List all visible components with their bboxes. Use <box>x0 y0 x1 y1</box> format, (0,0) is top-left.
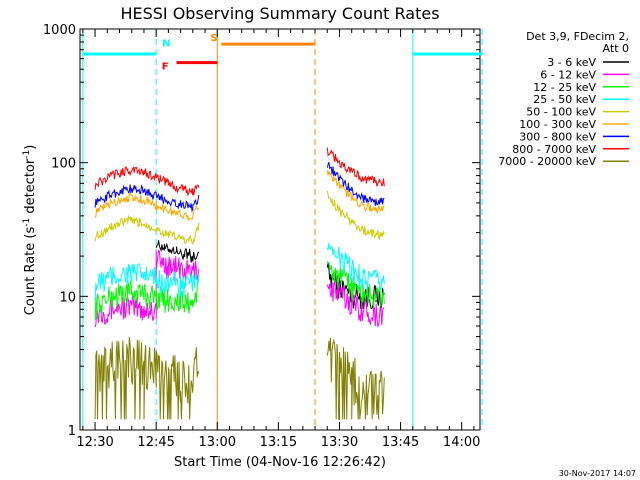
chart-title: HESSI Observing Summary Count Rates <box>120 4 439 23</box>
series-line <box>94 249 200 328</box>
y-label-mid: detector <box>23 158 38 218</box>
flag-label: N <box>162 39 170 50</box>
y-tick-label: 1000 <box>43 23 76 38</box>
legend-header: Att 0 <box>603 42 629 55</box>
x-tick-label: 13:00 <box>199 435 236 450</box>
series-line <box>155 240 200 263</box>
series-line <box>326 170 385 214</box>
x-tick-label: 12:45 <box>137 435 174 450</box>
series-line <box>326 190 385 240</box>
x-tick-label: 13:15 <box>260 435 297 450</box>
y-label-sup1: -1 <box>22 218 32 227</box>
status-flags: NF S <box>82 33 483 72</box>
legend-label: 800 - 7000 keV <box>512 143 596 156</box>
series-line <box>94 263 200 300</box>
legend-label: 6 - 12 keV <box>540 68 596 81</box>
series-line <box>94 275 200 320</box>
plot-frame <box>79 28 481 431</box>
x-tick-label: 13:30 <box>321 435 358 450</box>
legend-label: 100 - 300 keV <box>519 118 596 131</box>
y-label-main: Count Rate (s <box>23 227 38 316</box>
y-label-sup2: -1 <box>22 150 32 159</box>
series-line <box>326 242 385 291</box>
legend-label: 12 - 25 keV <box>533 81 596 94</box>
y-label-end: ) <box>23 145 38 150</box>
y-tick-label: 1 <box>68 424 76 439</box>
series-line <box>326 337 385 420</box>
y-axis-label: Count Rate (s-1 detector-1) <box>22 145 38 316</box>
x-tick-label: 13:45 <box>382 435 419 450</box>
legend-label: 50 - 100 keV <box>526 106 596 119</box>
legend-label: 7000 - 20000 keV <box>498 155 596 168</box>
footer-timestamp: 30-Nov-2017 14:07 <box>559 469 636 478</box>
legend-header: Det 3,9, FDecim 2, <box>526 30 629 43</box>
series-line <box>326 161 385 206</box>
legend-label: 25 - 50 keV <box>533 93 596 106</box>
series-line <box>326 261 385 308</box>
x-axis-label: Start Time (04-Nov-16 12:26:42) <box>174 455 386 470</box>
series-line <box>94 337 200 420</box>
series-line <box>94 214 200 245</box>
series-line <box>326 147 385 187</box>
series-line <box>326 281 385 328</box>
series-line <box>94 192 200 222</box>
x-tick-label: 12:30 <box>76 435 113 450</box>
flag-label: F <box>162 61 169 72</box>
series-line <box>94 166 200 197</box>
axis-ticks: 1 10 100 1000 12:30 12:45 13:00 13:15 13:30 13:45… <box>43 23 480 450</box>
y-tick-label: 100 <box>51 157 76 172</box>
flag-label: S <box>210 33 217 44</box>
series-line <box>94 184 200 213</box>
legend-label: 3 - 6 keV <box>547 56 596 69</box>
x-tick-label: 14:00 <box>443 435 480 450</box>
legend-label: 300 - 800 keV <box>519 130 596 143</box>
data-series <box>94 147 385 420</box>
y-tick-label: 10 <box>59 290 76 305</box>
